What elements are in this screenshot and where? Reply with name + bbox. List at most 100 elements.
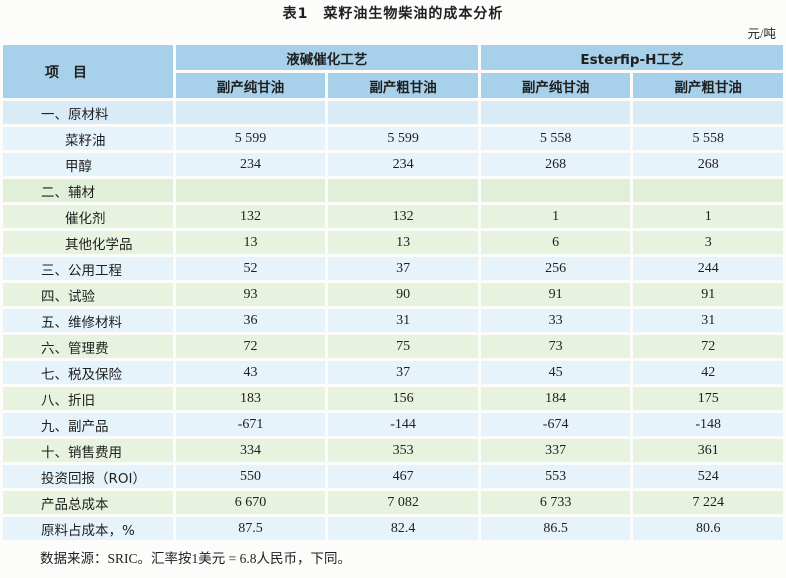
table-row: 菜籽油 5 599 5 599 5 558 5 558 xyxy=(3,127,783,150)
value-cell: 550 xyxy=(175,465,326,488)
value-cell: 37 xyxy=(328,257,478,280)
table-row: 原料占成本，% 87.5 82.4 86.5 80.6 xyxy=(3,517,783,540)
row-label-cell: 原料占成本，% xyxy=(3,517,173,540)
value-cell: 467 xyxy=(328,465,478,488)
value-cell: 3 xyxy=(633,231,783,254)
table-row: 九、副产品 -671 -144 -674 -148 xyxy=(3,413,783,436)
value-cell: 234 xyxy=(175,153,326,176)
value-cell: 6 670 xyxy=(175,491,326,514)
table-row: 七、税及保险 43 37 45 42 xyxy=(3,361,783,384)
group-header-cell: 液碱催化工艺 xyxy=(175,45,478,70)
value-cell: 33 xyxy=(480,309,631,332)
value-cell: 337 xyxy=(480,439,631,462)
value-cell: 13 xyxy=(328,231,478,254)
value-cell: 1 xyxy=(633,205,783,228)
value-cell: 37 xyxy=(328,361,478,384)
value-cell: 5 599 xyxy=(175,127,326,150)
subcolumn-header-cell: 副产粗甘油 xyxy=(328,73,478,98)
subcolumn-header-cell: 副产粗甘油 xyxy=(633,73,783,98)
value-cell: 524 xyxy=(633,465,783,488)
corner-header-cell: 项 目 xyxy=(3,45,173,98)
table-row: 其他化学品 13 13 6 3 xyxy=(3,231,783,254)
table-row: 二、辅材 xyxy=(3,179,783,202)
table-row: 三、公用工程 52 37 256 244 xyxy=(3,257,783,280)
value-cell: 156 xyxy=(328,387,478,410)
row-label-cell: 一、原材料 xyxy=(3,101,173,124)
table-row: 四、试验 93 90 91 91 xyxy=(3,283,783,306)
subcolumn-header-cell: 副产纯甘油 xyxy=(480,73,631,98)
value-cell: 132 xyxy=(328,205,478,228)
table-title: 表1 菜籽油生物柴油的成本分析 xyxy=(282,6,504,22)
value-cell: 256 xyxy=(480,257,631,280)
value-cell: 5 558 xyxy=(480,127,631,150)
value-cell: -148 xyxy=(633,413,783,436)
subcolumn-header-cell: 副产纯甘油 xyxy=(175,73,326,98)
value-cell: 334 xyxy=(175,439,326,462)
table-row: 一、原材料 xyxy=(3,101,783,124)
value-cell xyxy=(480,179,631,202)
value-cell: 13 xyxy=(175,231,326,254)
value-cell: -144 xyxy=(328,413,478,436)
value-cell xyxy=(175,101,326,124)
table-row: 甲醇 234 234 268 268 xyxy=(3,153,783,176)
value-cell: 353 xyxy=(328,439,478,462)
value-cell: 72 xyxy=(633,335,783,358)
value-cell: 90 xyxy=(328,283,478,306)
row-label-cell: 七、税及保险 xyxy=(3,361,173,384)
value-cell: 553 xyxy=(480,465,631,488)
value-cell xyxy=(633,101,783,124)
value-cell: 7 224 xyxy=(633,491,783,514)
row-label-cell: 十、销售费用 xyxy=(3,439,173,462)
value-cell: 31 xyxy=(328,309,478,332)
row-label-cell: 四、试验 xyxy=(3,283,173,306)
value-cell: 31 xyxy=(633,309,783,332)
row-label-cell: 甲醇 xyxy=(3,153,173,176)
value-cell: 175 xyxy=(633,387,783,410)
value-cell: 52 xyxy=(175,257,326,280)
row-label-cell: 六、管理费 xyxy=(3,335,173,358)
row-label-cell: 投资回报（ROI） xyxy=(3,465,173,488)
table-row: 五、维修材料 36 31 33 31 xyxy=(3,309,783,332)
table-row: 产品总成本 6 670 7 082 6 733 7 224 xyxy=(3,491,783,514)
row-label-cell: 二、辅材 xyxy=(3,179,173,202)
value-cell: 86.5 xyxy=(480,517,631,540)
value-cell xyxy=(480,101,631,124)
value-cell: 268 xyxy=(480,153,631,176)
value-cell: 42 xyxy=(633,361,783,384)
value-cell: -671 xyxy=(175,413,326,436)
table-row: 八、折旧 183 156 184 175 xyxy=(3,387,783,410)
table-body: 一、原材料 菜籽油 5 599 5 599 5 558 5 558 甲醇 234 234 268 2… xyxy=(3,101,783,540)
value-cell: 87.5 xyxy=(175,517,326,540)
row-label-cell: 三、公用工程 xyxy=(3,257,173,280)
row-label-cell: 其他化学品 xyxy=(3,231,173,254)
value-cell: 6 xyxy=(480,231,631,254)
value-cell: 73 xyxy=(480,335,631,358)
value-cell: 5 599 xyxy=(328,127,478,150)
table-row: 投资回报（ROI） 550 467 553 524 xyxy=(3,465,783,488)
value-cell: 7 082 xyxy=(328,491,478,514)
row-label-cell: 菜籽油 xyxy=(3,127,173,150)
value-cell: 72 xyxy=(175,335,326,358)
value-cell xyxy=(328,101,478,124)
row-label-cell: 九、副产品 xyxy=(3,413,173,436)
value-cell xyxy=(633,179,783,202)
value-cell: 183 xyxy=(175,387,326,410)
value-cell: 93 xyxy=(175,283,326,306)
value-cell: 268 xyxy=(633,153,783,176)
header-row-groups: 项 目液碱催化工艺 Esterfip-H工艺 xyxy=(3,45,783,98)
table-row: 十、销售费用 334 353 337 361 xyxy=(3,439,783,462)
table-header: 项 目液碱催化工艺 Esterfip-H工艺 副产纯甘油 副产粗甘油 副产纯甘油 副产粗… xyxy=(3,45,783,98)
header-row-subcolumns: 副产纯甘油 副产粗甘油 副产纯甘油 副产粗甘油 xyxy=(3,73,783,98)
value-cell: 184 xyxy=(480,387,631,410)
value-cell: 45 xyxy=(480,361,631,384)
value-cell: 43 xyxy=(175,361,326,384)
value-cell: 80.6 xyxy=(633,517,783,540)
value-cell: 91 xyxy=(633,283,783,306)
footnote: 数据来源：SRIC。汇率按1美元 = 6.8人民币，下同。 xyxy=(40,551,352,566)
group-header-cell: Esterfip-H工艺 xyxy=(480,45,783,70)
value-cell: 5 558 xyxy=(633,127,783,150)
value-cell: 82.4 xyxy=(328,517,478,540)
value-cell: 361 xyxy=(633,439,783,462)
row-label-cell: 八、折旧 xyxy=(3,387,173,410)
